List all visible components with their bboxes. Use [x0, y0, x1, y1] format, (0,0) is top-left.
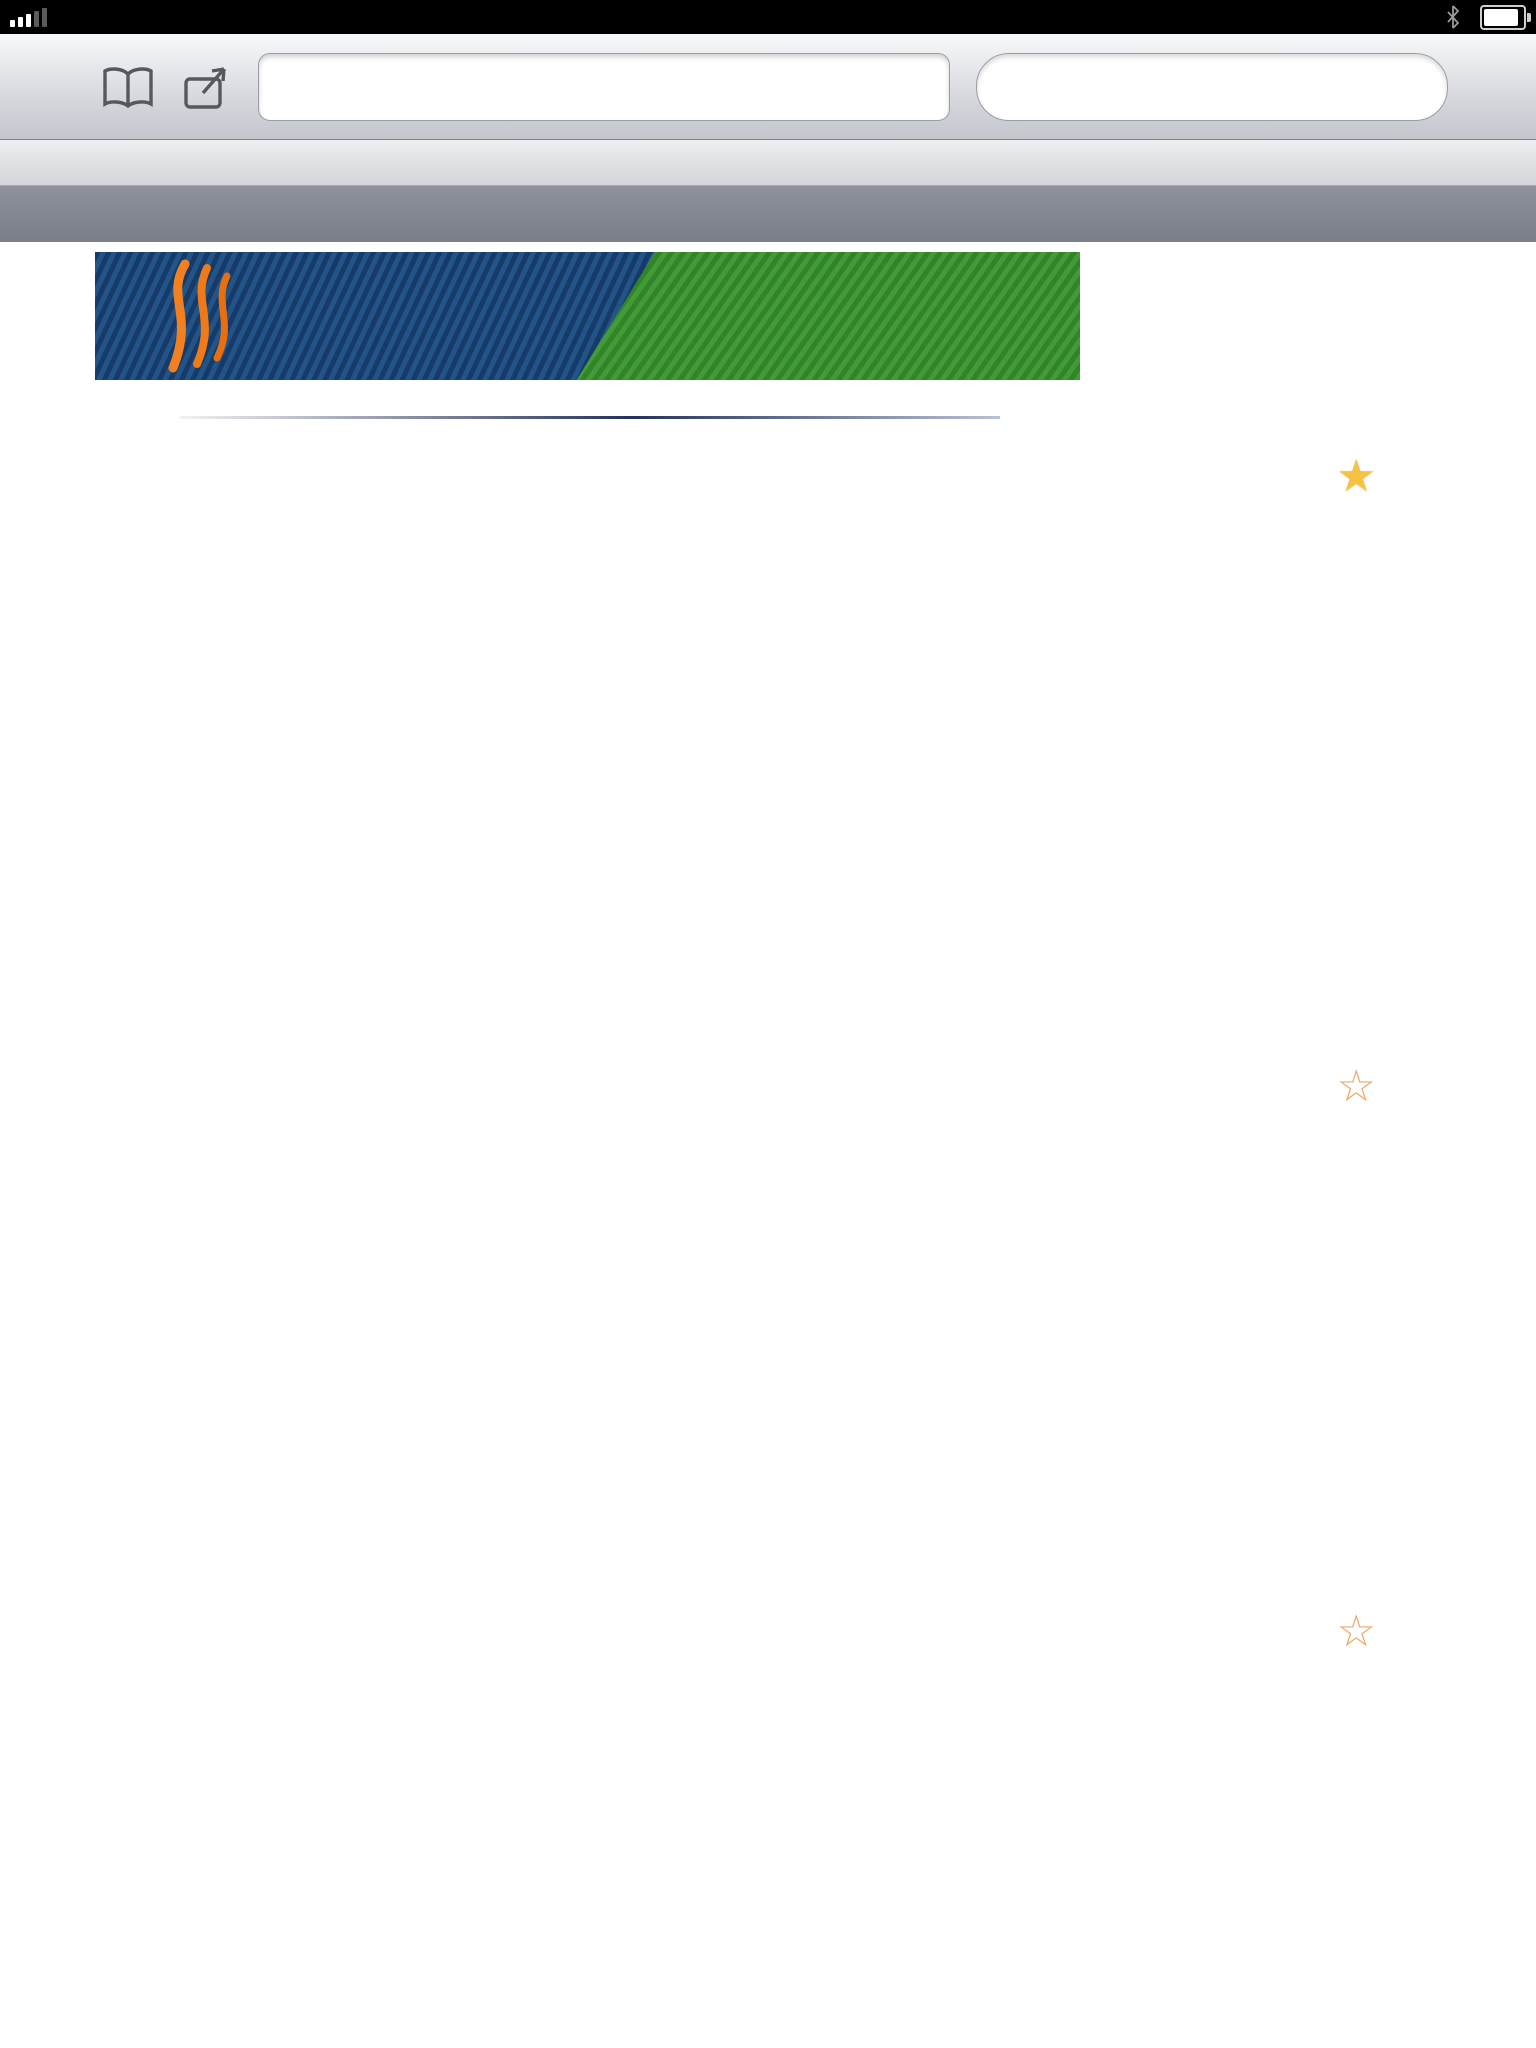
kss-flame-logo — [168, 259, 231, 373]
status-bar — [0, 0, 1536, 34]
wind-wave-chart — [0, 595, 1536, 957]
banner-ad[interactable] — [95, 252, 1080, 380]
bookmarks-icon[interactable] — [102, 66, 154, 108]
banner-copy — [675, 252, 1070, 380]
status-left — [0, 7, 430, 27]
wave-chart-header: ☆ — [0, 1065, 1536, 1119]
bookmarks-bar — [0, 140, 1536, 186]
daily-weather-icons-row — [177, 521, 1360, 585]
share-icon[interactable] — [180, 63, 232, 111]
tide-chart-header: ☆ — [0, 1610, 1536, 1664]
url-input[interactable] — [259, 68, 917, 105]
tide-chart-partial — [0, 1776, 1536, 1836]
search-input[interactable] — [977, 68, 1447, 105]
battery-icon — [1480, 4, 1531, 30]
wave-period-chart — [0, 1129, 1536, 1554]
search-bar[interactable] — [976, 52, 1448, 121]
moon-phase-strip — [0, 1704, 1536, 1776]
favourite-star-icon[interactable]: ★ — [1336, 452, 1376, 501]
banner-brand-panel — [95, 252, 655, 380]
signal-strength-icon — [10, 7, 47, 27]
tab-bar — [0, 186, 1536, 242]
status-right — [1106, 4, 1536, 30]
heading-divider — [180, 416, 1000, 419]
favourite-star-outline-icon[interactable]: ☆ — [1336, 1062, 1376, 1111]
bluetooth-icon — [1447, 5, 1460, 29]
browser-toolbar — [0, 34, 1536, 140]
wind-chart-header: ★ — [0, 455, 1536, 509]
favourite-star-outline-icon[interactable]: ☆ — [1336, 1607, 1376, 1656]
address-bar[interactable] — [258, 52, 950, 121]
web-page: ★ ☆ ☆ — [0, 242, 1536, 2048]
